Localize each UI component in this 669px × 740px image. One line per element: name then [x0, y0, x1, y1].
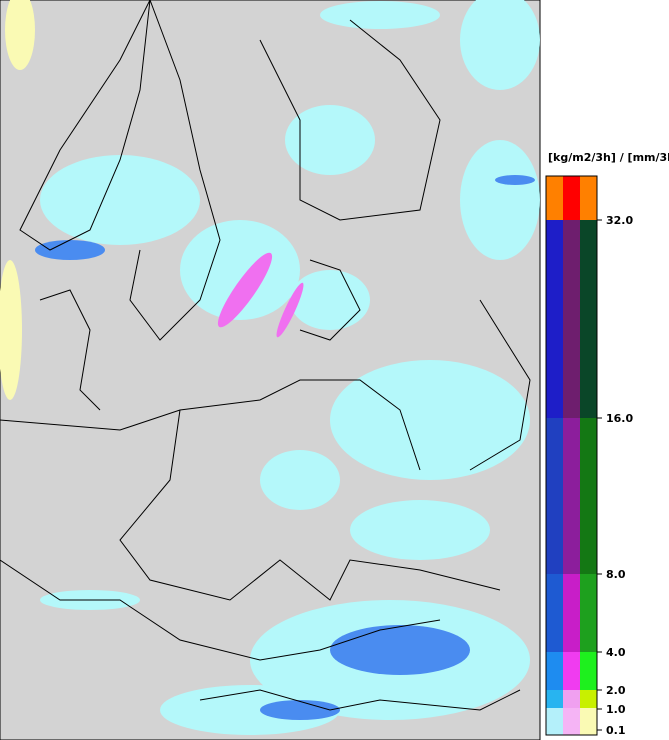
color-band: [546, 708, 563, 735]
color-band: [580, 690, 597, 708]
colorbar-border: [545, 175, 598, 736]
tick-label: 1.0: [606, 703, 626, 716]
color-band: [563, 574, 580, 652]
map: [0, 0, 541, 740]
tick-label: 4.0: [606, 646, 626, 659]
color-band: [563, 220, 580, 418]
color-band: [546, 690, 563, 708]
color-band: [563, 418, 580, 574]
color-band: [563, 652, 580, 690]
color-band: [580, 574, 597, 652]
color-band: [546, 176, 563, 220]
color-band: [580, 176, 597, 220]
tick-label: 32.0: [606, 214, 633, 227]
color-band: [563, 690, 580, 708]
legend-title: [kg/m2/3h] / [mm/3h]: [548, 151, 669, 164]
color-band: [563, 708, 580, 735]
color-band: [546, 652, 563, 690]
tick-label: 0.1: [606, 724, 626, 737]
color-band: [580, 418, 597, 574]
color-band: [563, 176, 580, 220]
color-band: [580, 220, 597, 418]
tick-label: 16.0: [606, 412, 633, 425]
color-band: [546, 574, 563, 652]
tick-label: 8.0: [606, 568, 626, 581]
colorbar: 0.1 1.0 2.0 4.0 8.0 16.0 32.0: [545, 175, 633, 737]
color-band: [546, 220, 563, 418]
color-band: [580, 652, 597, 690]
tick-label: 2.0: [606, 684, 626, 697]
color-band: [580, 708, 597, 735]
color-band: [546, 418, 563, 574]
